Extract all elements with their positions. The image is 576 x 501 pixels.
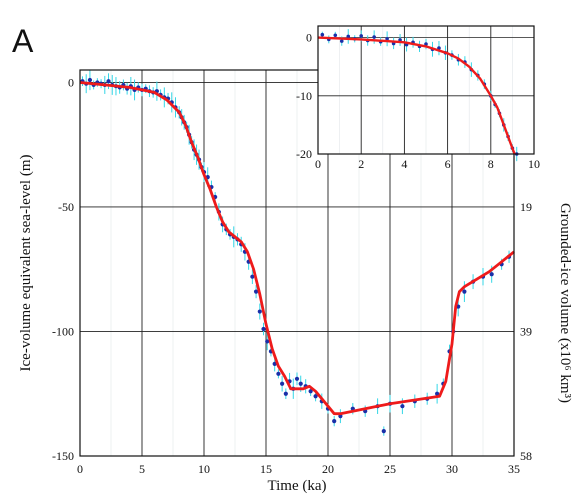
main-data-point [489,272,494,277]
main-data-point [87,77,93,83]
inset-data-point [320,32,325,37]
inset-y-tick-label: -20 [296,147,312,161]
main-x-axis-title: Time (ka) [267,478,326,494]
main-y-tick-label: -100 [52,324,74,338]
main-x-tick-label: 35 [508,462,520,476]
main-data-point [265,339,270,344]
main-data-point [276,371,281,376]
main-y2-tick-label: 58 [520,449,532,463]
main-data-point [257,309,262,314]
main-data-point [400,404,405,409]
main-data-point [106,79,111,84]
inset-x-tick-label: 4 [401,157,407,171]
main-data-point [338,414,343,419]
inset-data-point [385,37,389,41]
main-y2-axis-title: Grounded-ice volume (x10⁶ km³) [557,203,573,403]
main-data-point [308,389,313,394]
inset-data-point [346,34,351,39]
main-plot-frame [79,69,515,457]
main-x-tick-label: 20 [322,462,334,476]
main-y2-tick-label: 19 [520,200,532,214]
inset-data-point [333,33,338,38]
inset-x-tick-label: 0 [315,157,321,171]
inset-x-tick-label: 10 [528,157,540,171]
inset-data-point [359,34,364,38]
main-data-point [283,391,288,396]
main-x-tick-label: 5 [139,462,145,476]
main-x-tick-label: 15 [260,462,272,476]
main-x-tick-label: 30 [446,462,458,476]
main-y2-tick-label: 39 [520,324,532,338]
main-data-point [332,419,337,424]
main-data-point [294,376,300,381]
inset-y-tick-label: -10 [296,89,312,103]
main-y-tick-label: -150 [52,449,74,463]
main-data-point [462,289,467,294]
main-y-axis-title: Ice-volume equivalent sea-level (m) [18,155,34,372]
main-data-point [280,381,285,386]
main-x-tick-label: 25 [384,462,396,476]
inset-data-point [372,35,376,39]
main-data-point [298,381,303,386]
main-fit-line [79,81,515,416]
inset-y-tick-label: 0 [306,31,312,45]
inset-data-point [339,39,344,43]
main-data-point [313,394,318,399]
main-data-point [261,326,266,332]
main-y-tick-label: -50 [58,200,74,214]
main-y-tick-label: 0 [68,75,74,89]
inset-x-tick-label: 6 [445,157,451,171]
main-data-point [253,289,259,294]
inset-x-tick-label: 2 [358,157,364,171]
main-x-tick-label: 0 [77,462,83,476]
inset-data-point [424,42,428,46]
inset-x-tick-label: 8 [488,157,494,171]
inset-chart: 0 2 4 6 8 10 0 -10 -20 [296,25,540,171]
main-data-point [435,391,440,396]
main-data-point [250,274,255,279]
main-data-point [381,428,386,434]
panel-label: A [12,23,34,59]
main-x-tick-label: 10 [198,462,210,476]
inset-plot-frame [317,25,535,155]
inset-fit-line [317,36,516,155]
